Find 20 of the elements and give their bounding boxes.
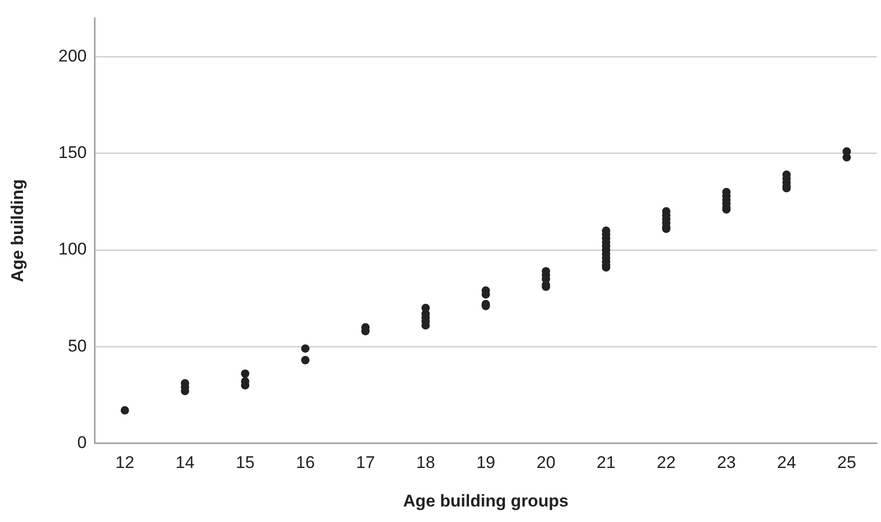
x-tick-label: 16 (296, 453, 315, 472)
x-tick-label: 22 (656, 453, 676, 472)
x-axis-title: Age building groups (403, 491, 568, 510)
x-tick-label: 24 (777, 453, 796, 472)
y-tick-label: 0 (77, 432, 87, 452)
y-axis-title: Age building (8, 179, 27, 282)
y-tick-label: 150 (58, 143, 87, 162)
x-tick-label: 15 (236, 453, 255, 472)
x-tick-label: 21 (596, 453, 616, 472)
y-tick-label: 100 (58, 240, 87, 259)
x-tick-label: 14 (176, 453, 194, 472)
x-tick-label: 23 (716, 453, 736, 472)
x-tick-label: 20 (536, 453, 556, 472)
x-tick-label: 25 (837, 453, 856, 472)
y-tick-label: 50 (68, 336, 87, 356)
x-tick-label: 19 (476, 453, 496, 472)
y-tick-label: 200 (58, 46, 87, 66)
x-tick-label: 12 (115, 453, 134, 472)
x-tick-label: 17 (356, 453, 375, 472)
x-tick-label: 18 (416, 453, 436, 472)
